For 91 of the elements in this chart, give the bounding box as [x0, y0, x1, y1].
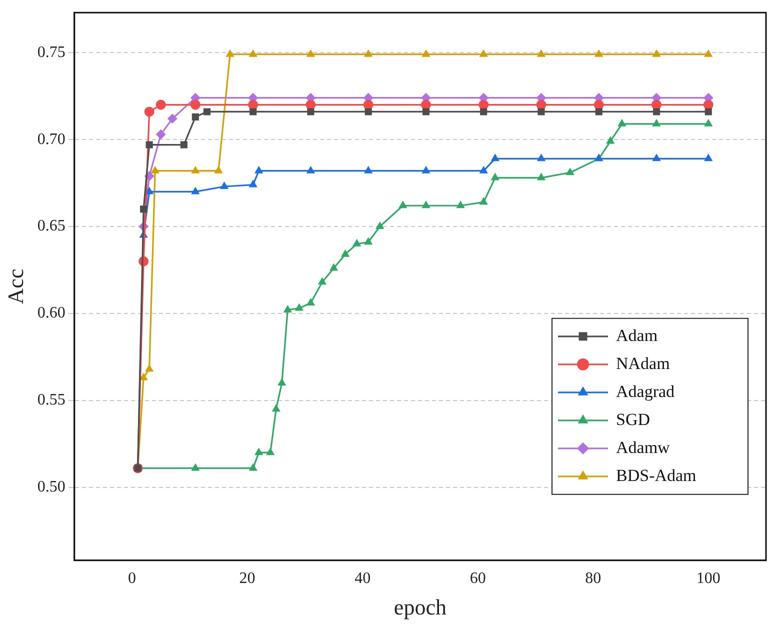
point: [144, 106, 154, 117]
legend-label: Adamw: [616, 438, 671, 457]
y-axis-title: Acc: [2, 268, 28, 304]
y-tick-label: 0.65: [37, 218, 66, 235]
y-tick-label: 0.75: [37, 44, 66, 61]
point: [180, 141, 188, 148]
point: [150, 166, 160, 174]
point: [294, 303, 304, 311]
point: [340, 249, 350, 257]
legend-label: Adagrad: [616, 382, 676, 401]
point: [266, 448, 275, 456]
point: [203, 108, 210, 116]
point: [191, 186, 200, 194]
point: [140, 206, 148, 213]
point: [618, 118, 626, 126]
point: [226, 49, 234, 57]
point: [318, 277, 327, 285]
point: [536, 172, 546, 180]
y-tick-label: 0.70: [37, 130, 66, 148]
point: [376, 222, 384, 230]
point: [254, 166, 264, 174]
point: [146, 141, 153, 148]
point: [538, 108, 545, 116]
point: [278, 378, 286, 386]
point: [536, 154, 546, 162]
point: [704, 118, 713, 126]
x-tick-label: 40: [354, 570, 371, 588]
point: [191, 166, 200, 174]
point: [606, 136, 615, 144]
x-tick-label: 80: [585, 570, 602, 588]
point: [422, 108, 430, 116]
point: [144, 364, 154, 372]
point: [422, 200, 430, 208]
point: [490, 172, 500, 180]
point: [652, 118, 661, 126]
point: [364, 237, 373, 245]
point: [398, 200, 408, 208]
point: [456, 200, 465, 208]
y-tick-label: 0.55: [37, 392, 66, 409]
legend-label: SGD: [616, 410, 650, 429]
x-tick-label: 20: [239, 570, 256, 588]
point: [704, 154, 713, 162]
point: [422, 166, 430, 174]
point: [364, 166, 373, 174]
point: [248, 463, 258, 471]
x-axis-title: epoch: [394, 594, 446, 620]
point: [283, 304, 292, 312]
point: [248, 180, 258, 188]
point: [192, 113, 199, 120]
point: [364, 49, 373, 57]
point: [652, 154, 661, 162]
point: [250, 108, 257, 116]
point: [479, 197, 488, 205]
point: [479, 166, 488, 174]
point: [214, 166, 223, 174]
point: [306, 49, 316, 57]
point: [479, 49, 488, 57]
point: [566, 168, 574, 176]
point: [652, 108, 660, 116]
point: [536, 49, 546, 57]
point: [191, 463, 200, 471]
legend-label: BDS-Adam: [616, 466, 696, 485]
point: [156, 129, 166, 140]
point: [248, 49, 258, 57]
y-tick-label: 0.50: [37, 478, 66, 496]
point: [704, 108, 712, 116]
point: [306, 166, 316, 174]
point: [595, 108, 602, 116]
point: [156, 100, 166, 110]
point: [307, 108, 314, 116]
x-tick-label: 100: [696, 570, 720, 588]
point: [422, 49, 430, 57]
point: [220, 182, 229, 190]
point: [272, 404, 280, 412]
x-tick-label: 0: [128, 570, 136, 588]
y-tick-label: 0.60: [37, 304, 66, 322]
point: [704, 49, 713, 57]
point: [190, 100, 200, 110]
x-tick-label: 60: [470, 570, 486, 588]
point: [254, 448, 264, 456]
point: [594, 49, 604, 57]
point: [364, 108, 372, 116]
point: [652, 49, 661, 57]
point: [306, 298, 316, 306]
point: [167, 114, 178, 124]
point: [352, 238, 362, 246]
legend-label: Adam: [616, 326, 658, 345]
point: [329, 263, 338, 271]
point: [490, 154, 500, 162]
point: [480, 108, 488, 116]
legend-label: NAdam: [616, 354, 670, 373]
